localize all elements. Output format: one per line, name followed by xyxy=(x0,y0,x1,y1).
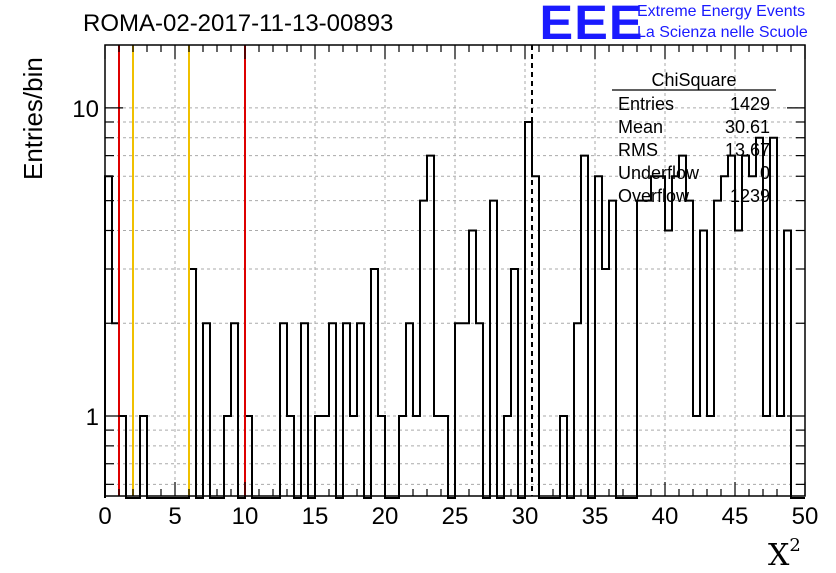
y-tick-label: 1 xyxy=(86,404,99,431)
stats-row-label: Overflow xyxy=(618,186,690,206)
stats-row-label: Underflow xyxy=(618,163,700,183)
stats-row-label: Mean xyxy=(618,117,663,137)
x-axis-label-base: X xyxy=(768,538,790,573)
stats-row-label: RMS xyxy=(618,140,658,160)
x-tick-label: 45 xyxy=(722,503,749,530)
stats-row-value: 1429 xyxy=(730,94,770,114)
stats-box-title: ChiSquare xyxy=(651,70,736,90)
logo-line-1: Extreme Energy Events xyxy=(637,3,806,20)
x-tick-label: 30 xyxy=(512,503,539,530)
stats-row-value: 13.67 xyxy=(725,140,770,160)
x-tick-label: 10 xyxy=(232,503,259,530)
stats-row-value: 1239 xyxy=(730,186,770,206)
y-axis-label: Entries/bin xyxy=(18,57,48,180)
stats-row-value: 30.61 xyxy=(725,117,770,137)
stats-row-value: 0 xyxy=(760,163,770,183)
x-tick-label: 5 xyxy=(168,503,181,530)
x-tick-label: 50 xyxy=(792,503,819,530)
eee-logo: EEE xyxy=(539,0,644,50)
x-tick-label: 20 xyxy=(372,503,399,530)
chart-title: ROMA-02-2017-11-13-00893 xyxy=(83,10,394,37)
x-tick-label: 40 xyxy=(652,503,679,530)
x-axis-label-superscript: 2 xyxy=(789,535,801,556)
x-tick-label: 25 xyxy=(442,503,469,530)
logo-line-2: La Scienza nelle Scuole xyxy=(637,24,808,41)
x-tick-label: 0 xyxy=(98,503,111,530)
x-tick-label: 15 xyxy=(302,503,329,530)
stats-row-label: Entries xyxy=(618,94,674,114)
y-tick-label: 10 xyxy=(72,96,99,123)
x-axis-label: X2 xyxy=(768,535,801,573)
x-tick-label: 35 xyxy=(582,503,609,530)
